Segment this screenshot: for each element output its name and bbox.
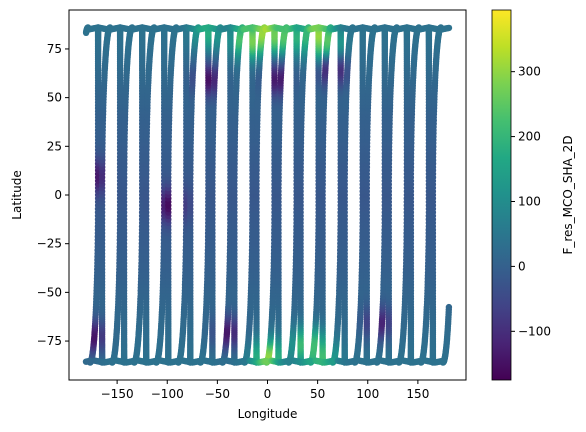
scatter-point [86,357,94,365]
scatter-point [108,357,116,365]
scatter-points [82,24,453,366]
scatter-point [153,357,160,365]
scatter-point [131,357,138,365]
